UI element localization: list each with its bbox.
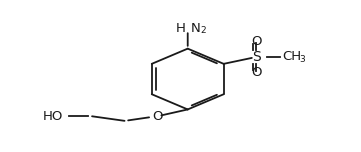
Text: N: N [191,22,200,35]
Text: HO: HO [43,110,63,123]
Text: 3: 3 [300,55,305,64]
Text: S: S [252,50,261,64]
Text: O: O [152,110,162,123]
Text: CH: CH [282,50,301,64]
Text: H: H [176,22,186,35]
Text: O: O [251,35,261,48]
Text: O: O [251,66,261,79]
Text: 2: 2 [201,26,206,35]
